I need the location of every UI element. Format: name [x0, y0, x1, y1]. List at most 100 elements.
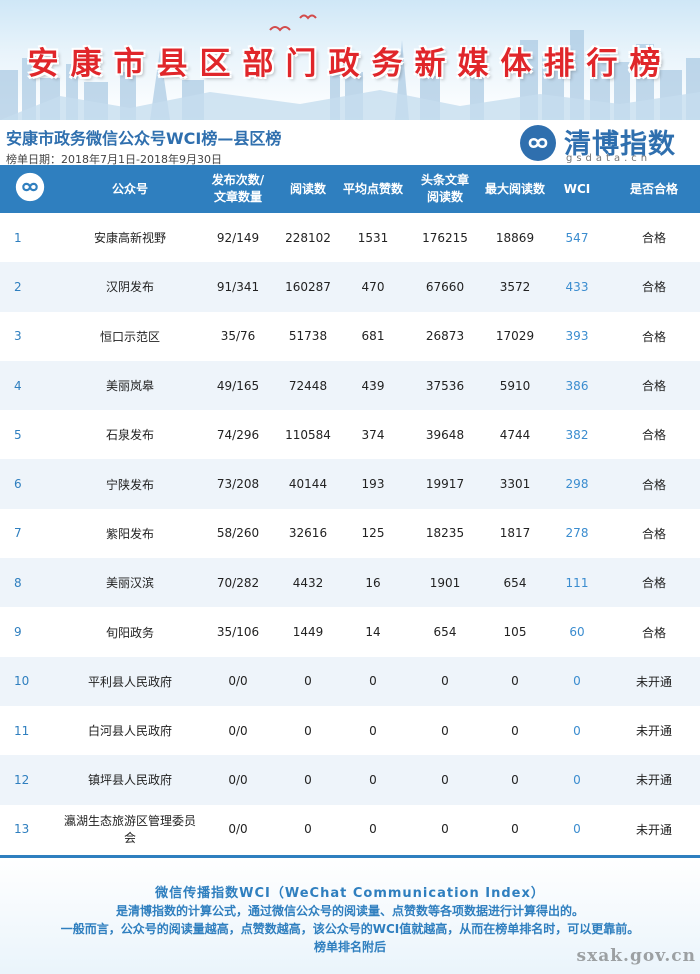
- max-reads-cell: 3572: [499, 279, 531, 294]
- wci-cell: 382: [565, 427, 589, 442]
- head-reads-cell: 0: [441, 822, 449, 837]
- qualified-cell: 合格: [641, 329, 666, 344]
- rank-cell: 7: [14, 526, 22, 541]
- account-name-cell: 恒口示范区: [99, 329, 160, 344]
- footer: 微信传播指数WCI（WeChat Communication Index） 是清…: [0, 858, 700, 974]
- qualified-cell: 未开通: [635, 822, 672, 837]
- wci-cell: 0: [573, 674, 581, 689]
- head-reads-cell: 37536: [425, 378, 465, 393]
- wci-cell: 547: [565, 230, 589, 245]
- wci-cell: 0: [573, 723, 581, 738]
- page-title: 安康市政务微信公众号WCI榜—县区榜: [6, 129, 282, 148]
- reads-cell: 51738: [288, 329, 328, 344]
- head-reads-cell: 26873: [425, 329, 465, 344]
- reads-cell: 0: [304, 674, 312, 689]
- footer-description-2: 一般而言，公众号的阅读量越高，点赞数越高，该公众号的WCI值就越高，从而在榜单排…: [60, 922, 640, 936]
- column-header-posts: 发布次数/ 文章数量: [211, 173, 265, 204]
- rank-cell: 10: [14, 674, 30, 689]
- reads-cell: 40144: [288, 477, 328, 492]
- rank-cell: 9: [14, 625, 22, 640]
- reads-cell: 4432: [292, 575, 324, 590]
- rank-cell: 3: [14, 329, 22, 344]
- table-row: 5 石泉发布 74/296 110584 374 39648 4744 382 合格: [0, 410, 700, 460]
- logo-name: 清博指数: [564, 129, 676, 160]
- head-reads-cell: 654: [433, 625, 457, 640]
- header-icon-cell: [0, 165, 60, 213]
- qualified-cell: 合格: [641, 477, 666, 492]
- avg-likes-cell: 0: [369, 772, 377, 787]
- head-reads-cell: 0: [441, 723, 449, 738]
- posts-cell: 92/149: [216, 230, 260, 245]
- wci-cell: 0: [573, 822, 581, 837]
- table-row: 10 平利县人民政府 0/0 0 0 0 0 0 未开通: [0, 656, 700, 706]
- max-reads-cell: 5910: [499, 378, 531, 393]
- table-row: 2 汉阴发布 91/341 160287 470 67660 3572 433 合格: [0, 262, 700, 312]
- column-header-avg-likes: 平均点赞数: [342, 181, 403, 196]
- wci-cell: 298: [565, 477, 589, 492]
- column-header-account: 公众号: [111, 181, 148, 196]
- posts-cell: 0/0: [228, 674, 248, 689]
- rank-cell: 4: [14, 378, 22, 393]
- posts-cell: 49/165: [216, 378, 260, 393]
- qualified-cell: 合格: [641, 379, 666, 394]
- qualified-cell: 未开通: [635, 773, 672, 788]
- posts-cell: 0/0: [228, 822, 248, 837]
- table-row: 11 白河县人民政府 0/0 0 0 0 0 0 未开通: [0, 705, 700, 756]
- column-header-wci: WCI: [563, 181, 591, 196]
- max-reads-cell: 0: [511, 772, 519, 787]
- rank-cell: 13: [14, 822, 30, 837]
- head-reads-cell: 1901: [429, 575, 461, 590]
- gsdata-logo: 清博指数 gsdata.cn: [520, 122, 696, 164]
- account-name-cell: 美丽岚皋: [105, 379, 154, 394]
- posts-cell: 35/106: [216, 625, 260, 640]
- max-reads-cell: 0: [511, 723, 519, 738]
- rank-cell: 5: [14, 427, 22, 442]
- rank-cell: 2: [14, 279, 22, 294]
- avg-likes-cell: 0: [369, 674, 377, 689]
- rank-cell: 8: [14, 575, 22, 590]
- avg-likes-cell: 374: [361, 427, 385, 442]
- table-row: 8 美丽汉滨 70/282 4432 16 1901 654 111 合格: [0, 558, 700, 608]
- account-name-cell: 石泉发布: [105, 428, 154, 443]
- avg-likes-cell: 439: [361, 378, 385, 393]
- max-reads-cell: 654: [503, 575, 527, 590]
- max-reads-cell: 4744: [499, 427, 531, 442]
- posts-cell: 74/296: [216, 427, 260, 442]
- table-row: 1 安康高新视野 92/149 228102 1531 176215 18869 547 合格: [0, 213, 700, 263]
- max-reads-cell: 0: [511, 822, 519, 837]
- ranking-date: 榜单日期：2018年7月1日-2018年9月30日: [6, 153, 222, 166]
- reads-cell: 110584: [285, 427, 331, 442]
- account-name-cell: 镇坪县人民政府: [87, 773, 172, 788]
- head-reads-cell: 39648: [425, 427, 465, 442]
- wci-cell: 393: [565, 329, 589, 344]
- banner: 安康市县区部门政务新媒体排行榜: [0, 0, 700, 120]
- reads-cell: 160287: [285, 279, 331, 294]
- table-row: 9 旬阳政务 35/106 1449 14 654 105 60 合格: [0, 607, 700, 657]
- qualified-cell: 未开通: [635, 724, 672, 739]
- account-name-cell: 美丽汉滨: [105, 576, 154, 591]
- table-row: 12 镇坪县人民政府 0/0 0 0 0 0 0 未开通: [0, 755, 700, 805]
- qualified-cell: 合格: [641, 526, 666, 541]
- account-name-cell: 汉阴发布: [105, 280, 154, 295]
- reads-cell: 228102: [285, 230, 331, 245]
- reads-cell: 72448: [288, 378, 328, 393]
- head-reads-cell: 67660: [425, 279, 465, 294]
- qualified-cell: 合格: [641, 428, 666, 443]
- site-watermark: sxak.gov.cn: [576, 946, 696, 966]
- reads-cell: 32616: [288, 526, 328, 541]
- head-reads-cell: 0: [441, 674, 449, 689]
- qualified-cell: 未开通: [635, 674, 672, 689]
- wci-cell: 0: [573, 772, 581, 787]
- table-header-row: 公众号 发布次数/ 文章数量 阅读数 平均点赞数 头条文章 阅读数 最大阅读数 …: [0, 165, 700, 213]
- rank-cell: 12: [14, 772, 30, 787]
- logo-domain: gsdata.cn: [566, 153, 652, 164]
- qualified-cell: 合格: [641, 231, 666, 246]
- table-row: 3 恒口示范区 35/76 51738 681 26873 17029 393 合格: [0, 311, 700, 361]
- table-row: 6 宁陕发布 73/208 40144 193 19917 3301 298 合格: [0, 459, 700, 509]
- account-name-cell: 紫阳发布: [105, 526, 154, 541]
- avg-likes-cell: 681: [361, 329, 385, 344]
- column-header-max-reads: 最大阅读数: [484, 181, 545, 196]
- reads-cell: 0: [304, 723, 312, 738]
- account-name-cell: 旬阳政务: [105, 625, 154, 640]
- account-name-cell: 瀛湖生态旅游区管理委员会: [63, 814, 196, 846]
